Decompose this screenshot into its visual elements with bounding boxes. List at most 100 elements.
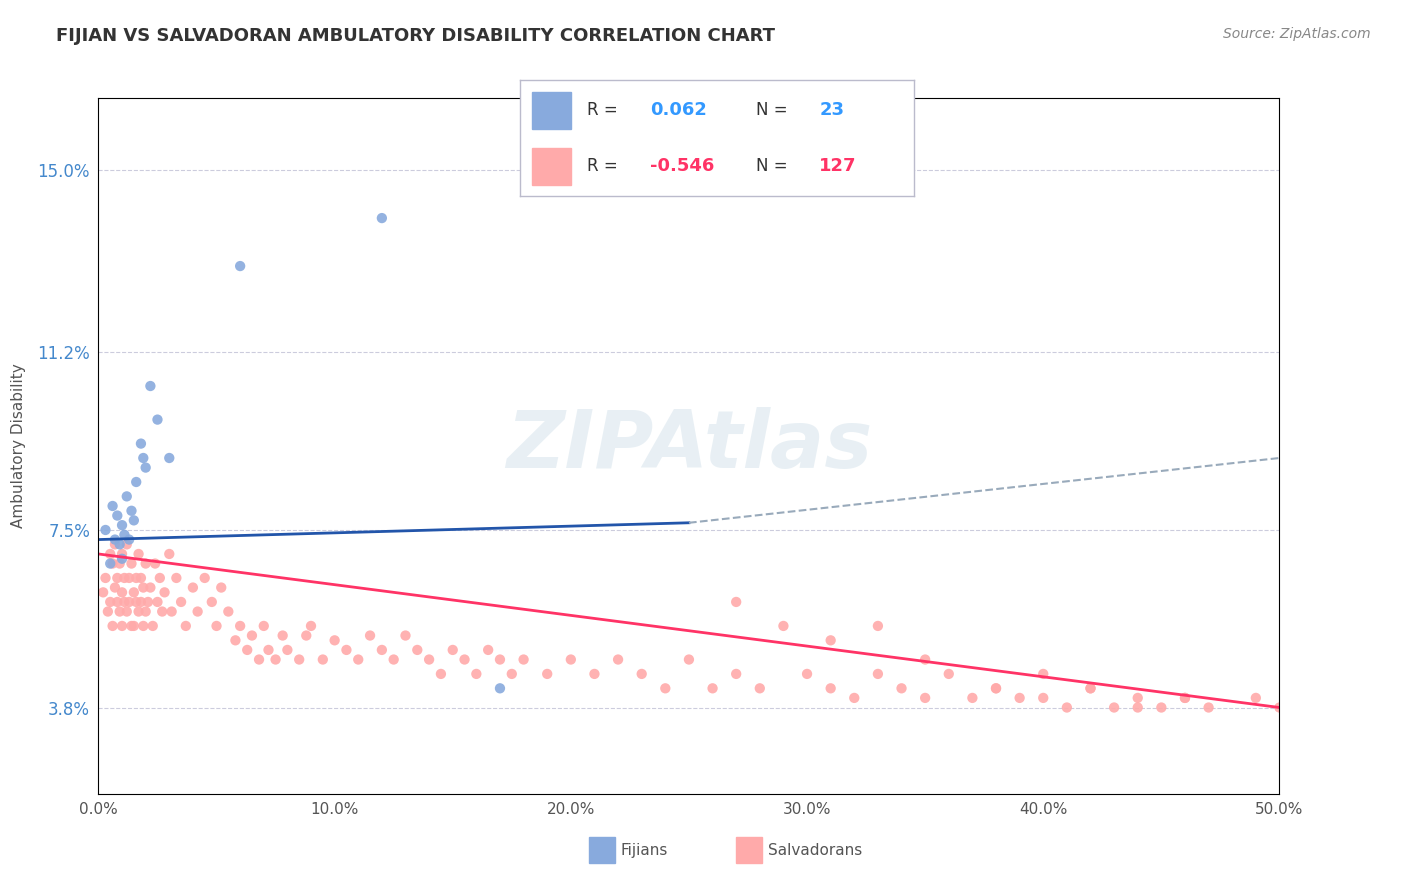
Point — [115, 537, 138, 551]
Bar — [737, 837, 762, 863]
Point — [288, 652, 311, 666]
Point — [112, 571, 135, 585]
Text: 127: 127 — [820, 156, 856, 175]
Point — [477, 643, 499, 657]
Point — [128, 547, 150, 561]
Point — [371, 643, 394, 657]
Point — [607, 652, 630, 666]
Point — [630, 667, 652, 681]
Y-axis label: Ambulatory Disability: Ambulatory Disability — [11, 364, 27, 528]
Point — [112, 595, 135, 609]
Point — [98, 557, 121, 571]
Point — [125, 595, 148, 609]
Point — [512, 652, 534, 666]
Point — [1174, 690, 1197, 705]
Point — [1032, 667, 1054, 681]
Point — [146, 412, 169, 426]
Point — [129, 436, 152, 450]
Point — [1102, 700, 1125, 714]
Point — [536, 667, 558, 681]
Point — [121, 557, 143, 571]
Point — [583, 667, 606, 681]
Point — [146, 595, 169, 609]
Point — [160, 605, 183, 619]
Point — [122, 619, 145, 633]
Point — [1150, 700, 1173, 714]
Point — [115, 605, 138, 619]
Text: N =: N = — [756, 101, 793, 119]
Point — [359, 628, 381, 642]
Bar — [589, 837, 614, 863]
Point — [111, 619, 134, 633]
Point — [914, 652, 936, 666]
Point — [122, 513, 145, 527]
Point — [157, 547, 180, 561]
Point — [271, 628, 294, 642]
Point — [1032, 690, 1054, 705]
Point — [725, 595, 748, 609]
Point — [772, 619, 794, 633]
Point — [465, 667, 488, 681]
Point — [165, 571, 187, 585]
Point — [104, 533, 127, 547]
Point — [104, 537, 127, 551]
Point — [132, 450, 155, 465]
Point — [101, 499, 124, 513]
Point — [118, 595, 141, 609]
Point — [394, 628, 416, 642]
Point — [347, 652, 370, 666]
Point — [1174, 690, 1197, 705]
Point — [264, 652, 287, 666]
Point — [938, 667, 960, 681]
Point — [111, 547, 134, 561]
Point — [105, 595, 128, 609]
Point — [101, 619, 124, 633]
Point — [111, 585, 134, 599]
Point — [118, 533, 141, 547]
Point — [135, 557, 157, 571]
Point — [295, 628, 318, 642]
Point — [224, 633, 246, 648]
Point — [253, 619, 276, 633]
Point — [312, 652, 335, 666]
Point — [229, 259, 252, 273]
Point — [209, 581, 232, 595]
Point — [276, 643, 298, 657]
Point — [104, 581, 127, 595]
Point — [108, 537, 131, 551]
Point — [217, 605, 239, 619]
Point — [118, 571, 141, 585]
Point — [430, 667, 453, 681]
Bar — [531, 92, 571, 129]
Point — [97, 605, 120, 619]
Point — [844, 690, 866, 705]
Point — [371, 211, 394, 225]
Point — [94, 571, 117, 585]
Point — [112, 528, 135, 542]
Point — [174, 619, 197, 633]
Point — [129, 571, 152, 585]
Text: R =: R = — [588, 156, 623, 175]
Point — [418, 652, 440, 666]
Point — [91, 585, 114, 599]
Point — [236, 643, 259, 657]
Text: ZIPAtlas: ZIPAtlas — [506, 407, 872, 485]
Point — [489, 681, 512, 696]
Point — [890, 681, 912, 696]
Point — [153, 585, 176, 599]
Point — [914, 690, 936, 705]
Point — [129, 595, 152, 609]
Point — [136, 595, 159, 609]
Point — [382, 652, 405, 666]
Text: 0.062: 0.062 — [650, 101, 707, 119]
Text: R =: R = — [588, 101, 623, 119]
Point — [1126, 690, 1149, 705]
Point — [187, 605, 209, 619]
Point — [866, 619, 889, 633]
Point — [150, 605, 173, 619]
Point — [984, 681, 1007, 696]
Point — [1056, 700, 1078, 714]
Point — [111, 551, 134, 566]
Point — [406, 643, 429, 657]
Point — [796, 667, 818, 681]
